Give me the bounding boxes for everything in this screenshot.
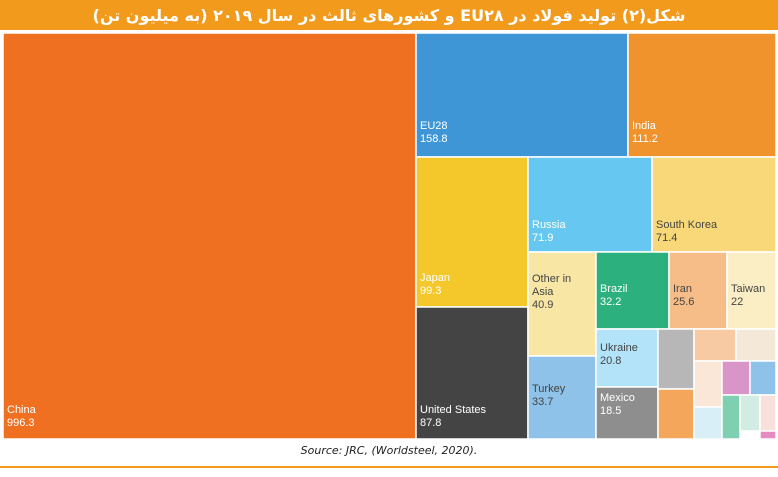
treemap-label: Brazil [600, 283, 628, 295]
treemap-value: 32.2 [600, 296, 621, 308]
treemap-value: 20.8 [600, 355, 621, 367]
treemap-label: Turkey [532, 383, 566, 395]
treemap-value: 99.3 [420, 285, 441, 297]
treemap-value: 22 [731, 296, 743, 308]
treemap-value: 158.8 [420, 133, 448, 145]
treemap-rect [527, 251, 597, 357]
treemap-value: 18.5 [600, 405, 621, 417]
treemap-rect [627, 32, 777, 158]
chart-title: شکل(۲) تولید فولاد در EU۲۸ و کشورهای ثال… [0, 0, 778, 30]
treemap-svg: China996.3EU28158.8India111.2Japan99.3Un… [2, 32, 777, 440]
treemap-rect [527, 355, 597, 440]
treemap-cell-unlabeled [657, 328, 695, 390]
treemap-cell-unlabeled [693, 406, 723, 440]
treemap-rect [415, 306, 529, 440]
treemap-rect [415, 156, 529, 308]
treemap-value: 71.4 [656, 232, 677, 244]
treemap-rect [527, 156, 653, 253]
treemap-label: Mexico [600, 392, 635, 404]
treemap-cell-unlabeled [739, 394, 761, 432]
treemap-value: 40.9 [532, 299, 553, 311]
treemap-cell-unlabeled [749, 360, 777, 396]
treemap-label: Other in [532, 273, 571, 285]
treemap-value: 71.9 [532, 232, 553, 244]
treemap-label: China [7, 404, 37, 416]
source-note: Source: JRC, (Worldsteel, 2020). [300, 444, 478, 457]
treemap-cell-unlabeled [735, 328, 777, 362]
treemap-value: 25.6 [673, 296, 694, 308]
treemap-value: 33.7 [532, 396, 553, 408]
treemap-rect [2, 32, 417, 440]
treemap-label: Iran [673, 283, 692, 295]
treemap-label: Asia [532, 286, 554, 298]
treemap-cell-unlabeled [721, 394, 741, 440]
treemap-rect [595, 251, 670, 330]
treemap-value: 87.8 [420, 417, 441, 429]
treemap-rect [726, 251, 777, 330]
treemap-cell-unlabeled [721, 360, 751, 396]
treemap-cell-unlabeled [693, 328, 737, 362]
treemap-label: EU28 [420, 120, 448, 132]
treemap-cell-unlabeled [693, 360, 723, 408]
treemap-label: Taiwan [731, 283, 765, 295]
treemap-cell-unlabeled [759, 430, 777, 440]
treemap-label: South Korea [656, 219, 718, 231]
treemap-chart: China 996.3 EU28 158.8 India 111.2 Japan 99.3 Un… [0, 30, 778, 441]
treemap-cell-unlabeled [759, 394, 777, 432]
treemap-label: India [632, 120, 657, 132]
treemap-label: Russia [532, 219, 567, 231]
bottom-divider [0, 466, 778, 468]
treemap-value: 996.3 [7, 417, 35, 429]
treemap-rect [415, 32, 629, 158]
treemap-label: Ukraine [600, 342, 638, 354]
treemap-rect [595, 386, 659, 440]
treemap-value: 111.2 [632, 133, 658, 145]
treemap-cell-unlabeled [657, 388, 695, 440]
treemap-label: Japan [420, 272, 450, 284]
treemap-label: United States [420, 404, 487, 416]
